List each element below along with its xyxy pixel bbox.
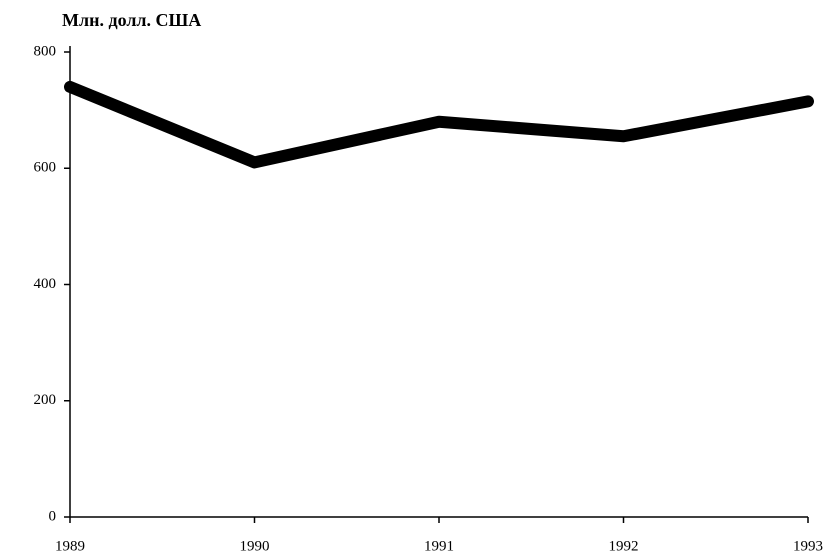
x-tick-label: 1990 [240, 538, 270, 554]
y-tick-label: 0 [49, 508, 57, 524]
y-tick-label: 600 [34, 160, 57, 176]
x-tick-label: 1989 [55, 538, 85, 554]
y-tick-label: 400 [34, 276, 57, 292]
line-series [64, 80, 814, 169]
x-tick-label: 1992 [609, 538, 639, 554]
x-tick-label: 1991 [424, 538, 454, 554]
y-tick-label: 800 [34, 43, 57, 59]
chart-title: Млн. долл. США [62, 10, 201, 30]
y-tick-label: 200 [34, 392, 57, 408]
x-tick-label: 1993 [793, 538, 823, 554]
